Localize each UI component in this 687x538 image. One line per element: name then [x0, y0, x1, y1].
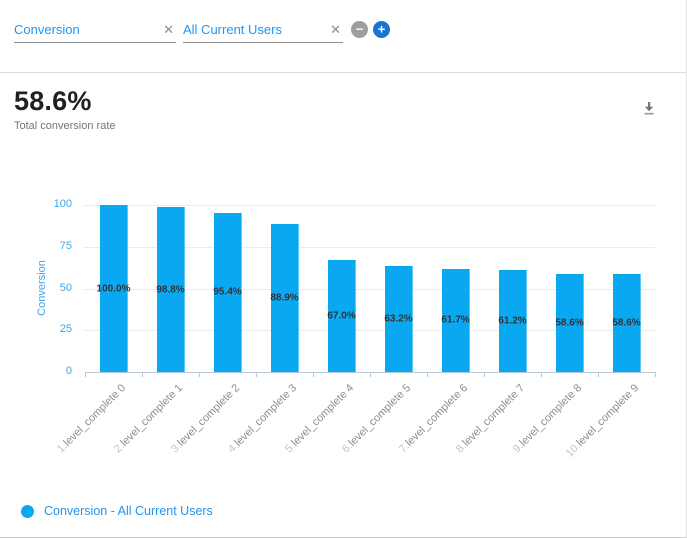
bar-value-label: 88.9% [270, 292, 299, 304]
x-category-index: 2. [111, 440, 127, 456]
gridline [83, 205, 655, 206]
clear-segment-icon[interactable]: ✕ [330, 21, 341, 37]
x-axis-tick [199, 372, 200, 377]
bar-value-label: 58.6% [612, 317, 641, 329]
bar-value-label: 100.0% [96, 283, 131, 294]
bar-value-label: 58.6% [555, 317, 584, 329]
x-axis-tick [370, 372, 371, 377]
x-axis-category-labels: 1.level_complete 0 2.level_complete 1 3.le… [55, 372, 655, 492]
x-axis-tick [142, 372, 143, 377]
x-category-index: 8. [453, 440, 469, 456]
bar[interactable] [99, 205, 128, 372]
y-axis-tick-labels: 0 25 50 75 100 [32, 198, 72, 377]
y-tick-label: 50 [59, 282, 72, 294]
bar[interactable] [498, 269, 527, 372]
bar[interactable] [327, 260, 356, 372]
gridline [83, 330, 655, 331]
metric-filter-value[interactable]: Conversion [14, 21, 80, 37]
download-icon [641, 100, 657, 116]
plus-icon: + [377, 21, 386, 36]
x-category-index: 5. [282, 440, 298, 456]
x-category-index: 7. [396, 440, 412, 456]
total-conversion-caption: Total conversion rate [14, 120, 116, 132]
y-tick-label: 100 [53, 198, 72, 210]
x-axis-tick [85, 372, 86, 377]
x-axis-tick [541, 372, 542, 377]
total-conversion-value: 58.6% [14, 86, 92, 116]
gridline [83, 247, 655, 248]
bar[interactable] [213, 212, 242, 372]
x-category-index: 6. [339, 440, 355, 456]
bar-chart-plot-area: 100.0% 98.8% 95.4% 88.9% 67.0% 63.2% 61.7% 61.2… [83, 205, 656, 377]
x-category-index: 1. [54, 440, 70, 456]
bar[interactable] [156, 207, 185, 372]
segment-filter-field[interactable]: All Current Users ✕ [183, 16, 343, 43]
bar-value-label: 98.8% [156, 284, 185, 296]
segment-filter-value[interactable]: All Current Users [183, 21, 282, 37]
minus-icon: − [355, 21, 364, 36]
x-axis-tick [484, 372, 485, 377]
bar[interactable] [612, 274, 641, 372]
legend-marker [21, 504, 34, 518]
x-axis-tick [655, 372, 656, 377]
bar[interactable] [555, 274, 584, 372]
remove-series-button[interactable]: − [351, 21, 368, 38]
bar-value-label: 61.7% [441, 314, 470, 326]
legend-label: Conversion - All Current Users [44, 504, 213, 518]
metric-filter-field[interactable]: Conversion ✕ [14, 16, 176, 43]
x-axis-tick [598, 372, 599, 377]
bar[interactable] [270, 223, 299, 372]
bar-value-label: 67.0% [327, 310, 356, 322]
download-button[interactable] [636, 95, 662, 121]
x-axis-tick [256, 372, 257, 377]
bar[interactable] [384, 266, 413, 372]
x-category-index: 9. [510, 440, 526, 456]
x-category-index: 10. [563, 440, 583, 460]
y-tick-label: 0 [65, 365, 72, 377]
x-axis-tick [427, 372, 428, 377]
header-divider [0, 72, 686, 73]
bar-value-label: 63.2% [384, 313, 413, 325]
y-tick-label: 25 [59, 323, 72, 335]
y-tick-label: 75 [59, 240, 72, 252]
bar-value-label: 61.2% [498, 315, 527, 327]
x-axis-tick [313, 372, 314, 377]
bar[interactable] [441, 268, 470, 372]
add-series-button[interactable]: + [373, 21, 390, 38]
bar-value-label: 95.4% [213, 286, 242, 298]
clear-metric-icon[interactable]: ✕ [163, 21, 174, 37]
gridline [83, 289, 655, 290]
chart-legend[interactable]: Conversion - All Current Users [21, 504, 213, 518]
x-category-index: 4. [225, 440, 241, 456]
x-category-index: 3. [168, 440, 184, 456]
